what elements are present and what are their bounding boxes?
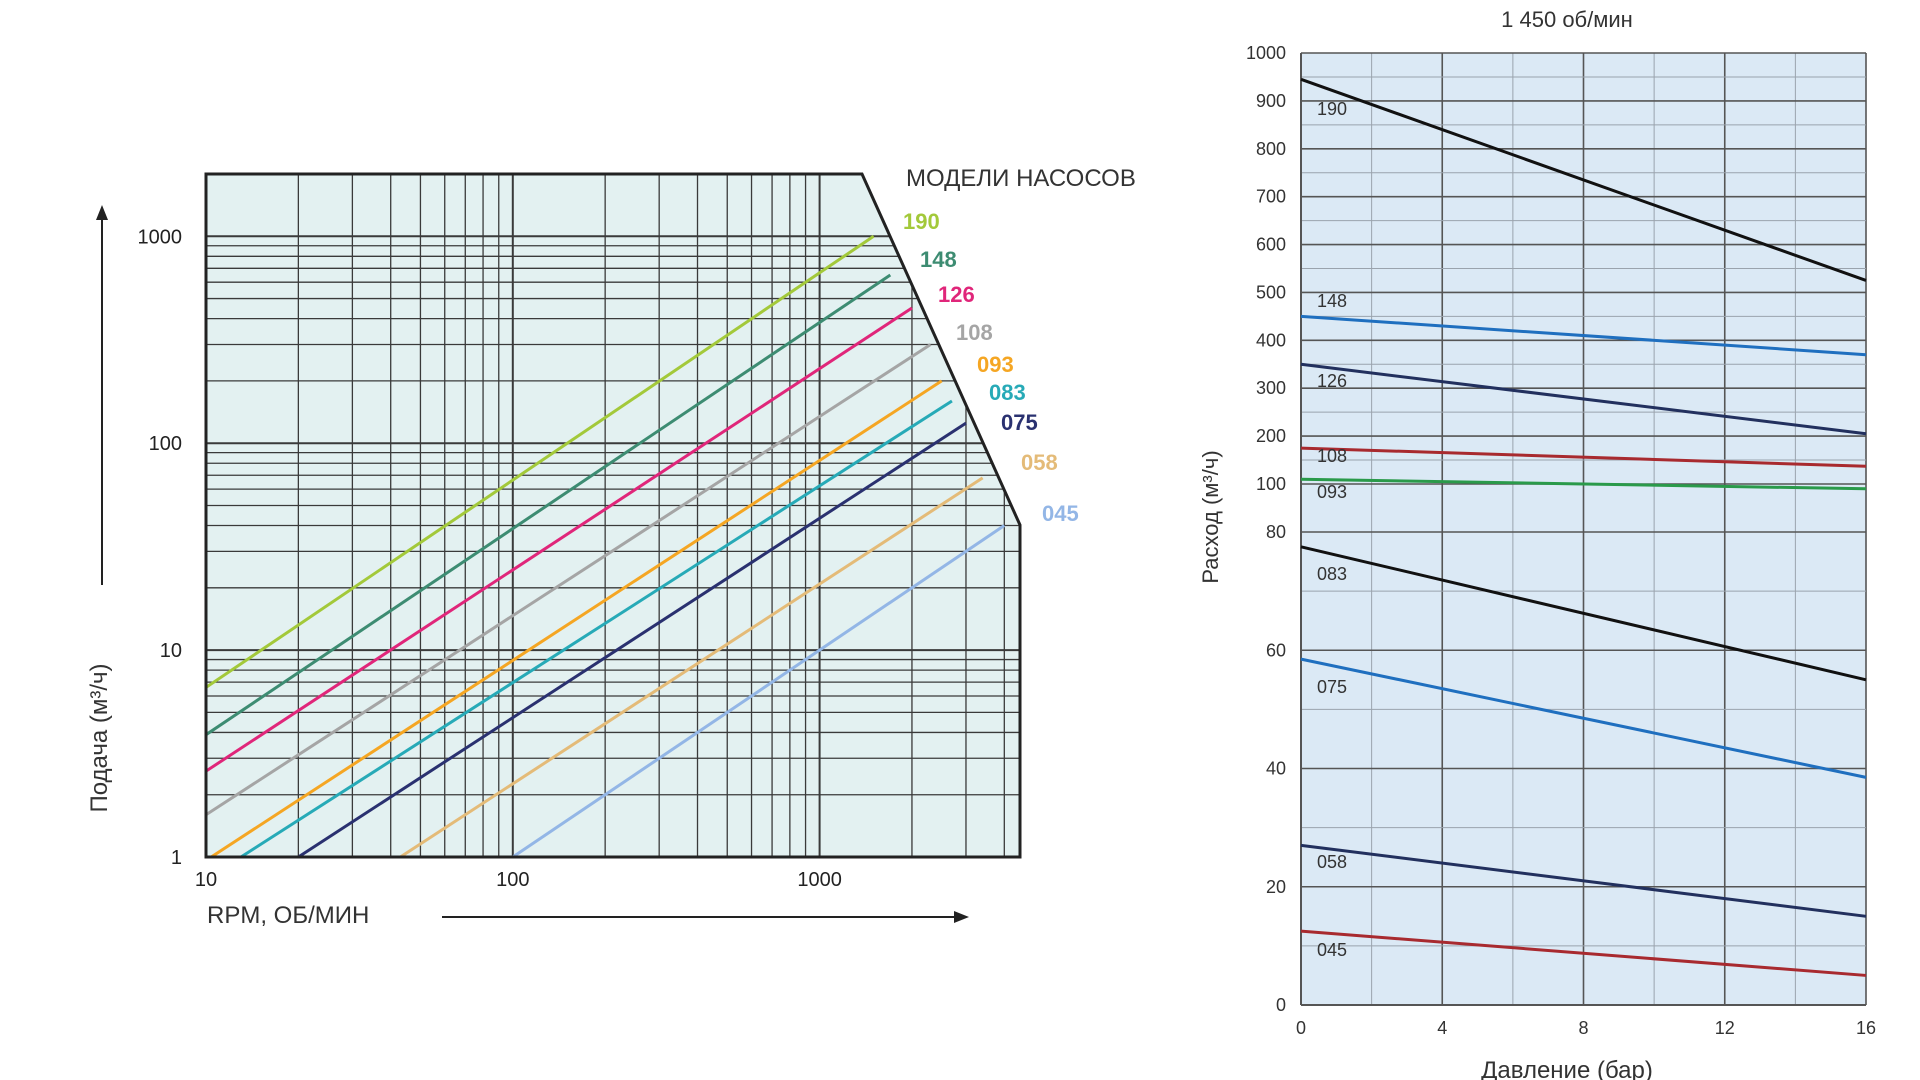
series-line-083 <box>240 399 953 857</box>
x-tick-label: 16 <box>1856 1018 1876 1038</box>
series-line-108 <box>1300 446 1867 468</box>
series-line-045 <box>1300 929 1867 977</box>
series-label-190: 190 <box>1317 99 1347 119</box>
series-line-093 <box>1300 477 1867 491</box>
x-tick-label: 8 <box>1578 1018 1588 1038</box>
series-line-190 <box>206 235 875 689</box>
series-line-126 <box>1300 362 1867 436</box>
series-label-045: 045 <box>1042 501 1079 526</box>
rpm-flow-chart: 10 100 1000 1 10 100 1000 190 148 126 108 093 083 07… <box>86 165 1136 929</box>
series-lines <box>1300 77 1867 977</box>
series-label-083: 083 <box>989 380 1026 405</box>
y-tick-label: 300 <box>1256 378 1286 398</box>
series-label-148: 148 <box>920 247 957 272</box>
y-axis-arrow <box>96 205 108 585</box>
y-tick-label: 80 <box>1266 522 1286 542</box>
series-label-126: 126 <box>1317 371 1347 391</box>
y-tick-label: 60 <box>1266 640 1286 660</box>
series-line-075 <box>297 421 967 857</box>
x-tick-label: 1000 <box>797 869 842 891</box>
y-tick-label: 1000 <box>138 226 183 248</box>
x-axis-label: Давление (бар) <box>1481 1057 1653 1080</box>
series-line-093 <box>210 379 943 857</box>
plot-background <box>206 174 1020 857</box>
y-tick-label: 200 <box>1256 426 1286 446</box>
series-label-075: 075 <box>1001 410 1038 435</box>
series-label-108: 108 <box>1317 446 1347 466</box>
y-tick-label: 400 <box>1256 330 1286 350</box>
legend-title: МОДЕЛИ НАСОСОВ <box>906 165 1136 192</box>
x-tick-label: 12 <box>1715 1018 1735 1038</box>
x-tick-label: 10 <box>195 869 217 891</box>
y-tick-label: 10 <box>160 640 182 662</box>
y-axis-label: Расход (м³/ч) <box>1198 450 1223 583</box>
series-line-058 <box>399 476 984 857</box>
series-label-045: 045 <box>1317 940 1347 960</box>
series-labels: 190 148 126 108 093 083 075 058 045 <box>1317 99 1347 960</box>
tick-labels: 0 4 8 12 16 100 200 300 400 500 600 700 800 900 1000 0 2… <box>1246 43 1876 1038</box>
y-tick-label: 1 <box>171 847 182 869</box>
series-label-058: 058 <box>1021 450 1058 475</box>
y-tick-label: 900 <box>1256 91 1286 111</box>
plot-frame <box>204 172 1022 859</box>
series-label-075: 075 <box>1317 677 1347 697</box>
series-label-093: 093 <box>1317 482 1347 502</box>
series-line-148 <box>206 273 892 736</box>
series-label-058: 058 <box>1317 852 1347 872</box>
series-line-045 <box>511 524 1006 857</box>
tick-labels: 10 100 1000 1 10 100 1000 <box>138 226 842 891</box>
series-label-126: 126 <box>938 282 975 307</box>
plot-area <box>206 174 1020 857</box>
grid <box>1300 52 1867 1006</box>
x-tick-label: 4 <box>1437 1018 1447 1038</box>
series-line-058 <box>1300 843 1867 918</box>
series-label-093: 093 <box>977 352 1014 377</box>
pressure-flow-chart: 190 148 126 108 093 083 075 058 045 0 4 8 12 16 100 20… <box>1198 7 1876 1080</box>
y-tick-label: 1000 <box>1246 43 1286 63</box>
series-lines <box>206 235 1006 857</box>
series-label-083: 083 <box>1317 564 1347 584</box>
series-line-075 <box>1300 657 1867 779</box>
series-label-148: 148 <box>1317 291 1347 311</box>
y-tick-label: 20 <box>1266 877 1286 897</box>
y-tick-label: 600 <box>1256 235 1286 255</box>
region-border <box>204 172 1022 859</box>
x-axis-arrow <box>442 911 969 923</box>
x-tick-label: 0 <box>1296 1018 1306 1038</box>
x-tick-label: 100 <box>496 869 529 891</box>
series-line-126 <box>206 306 913 773</box>
series-line-108 <box>206 343 932 817</box>
series-label-108: 108 <box>956 320 993 345</box>
chart-title: 1 450 об/мин <box>1501 7 1633 32</box>
series-line-190 <box>1300 77 1867 282</box>
series-labels: 190 148 126 108 093 083 075 058 045 <box>903 209 1079 526</box>
y-tick-label: 0 <box>1276 995 1286 1015</box>
y-tick-label: 800 <box>1256 139 1286 159</box>
y-tick-label: 700 <box>1256 187 1286 207</box>
series-line-083 <box>1300 545 1867 682</box>
series-label-190: 190 <box>903 209 940 234</box>
series-line-148 <box>1300 314 1867 357</box>
y-tick-label: 100 <box>149 433 182 455</box>
y-axis-label: Подача (м³/ч) <box>86 663 113 812</box>
x-axis-label: RPM, ОБ/МИН <box>207 902 369 929</box>
y-tick-label: 500 <box>1256 282 1286 302</box>
y-tick-label: 40 <box>1266 759 1286 779</box>
y-tick-label: 100 <box>1256 474 1286 494</box>
